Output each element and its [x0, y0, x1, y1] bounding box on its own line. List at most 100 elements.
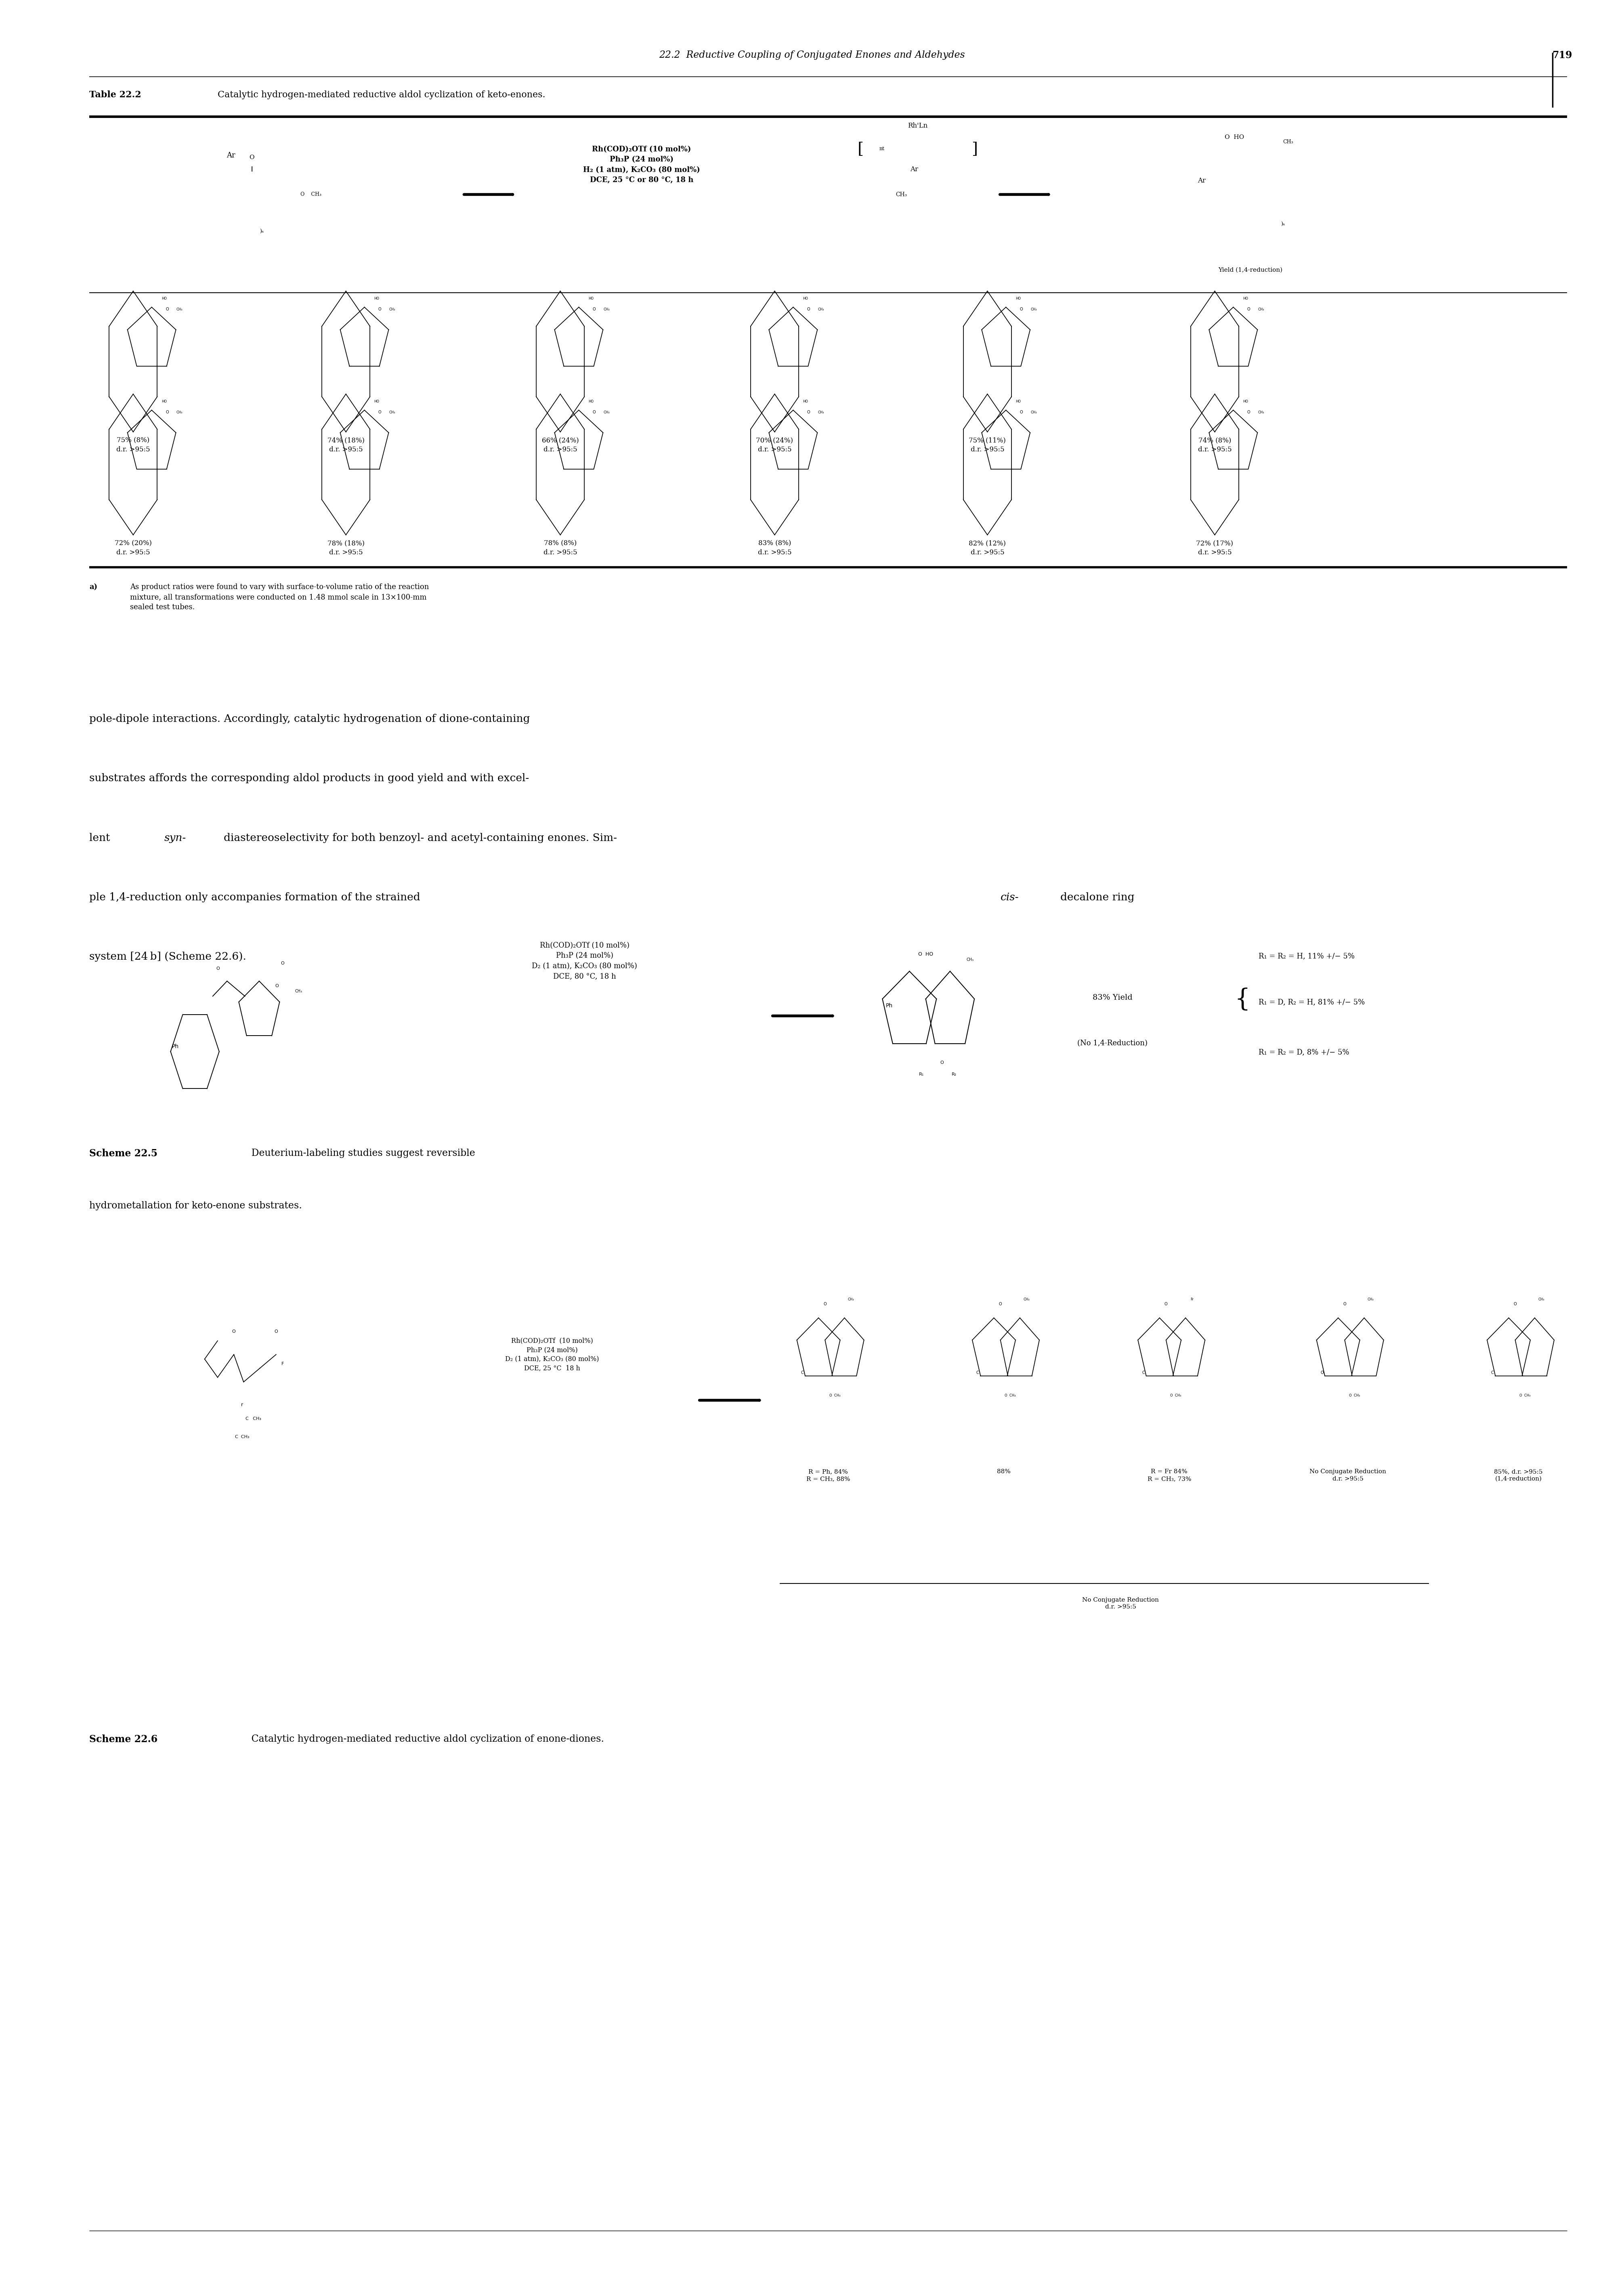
- Text: C: C: [1142, 1371, 1145, 1375]
- Text: O: O: [823, 1302, 827, 1306]
- Text: CH₃: CH₃: [818, 410, 823, 414]
- Text: O: O: [1343, 1302, 1346, 1306]
- Text: Scheme 22.5: Scheme 22.5: [89, 1149, 158, 1158]
- Text: C: C: [976, 1371, 979, 1375]
- Text: O: O: [807, 307, 810, 311]
- Text: CH₃: CH₃: [896, 192, 906, 197]
- Text: O  CH₃: O CH₃: [830, 1393, 840, 1398]
- Text: Yield (1,4-reduction): Yield (1,4-reduction): [1218, 268, 1283, 272]
- Text: CH₃: CH₃: [604, 307, 609, 311]
- Text: 70% (24%)
d.r. >95:5: 70% (24%) d.r. >95:5: [757, 437, 793, 453]
- Text: 78% (8%)
d.r. >95:5: 78% (8%) d.r. >95:5: [544, 540, 577, 556]
- Text: O: O: [1247, 307, 1250, 311]
- Text: CH₃: CH₃: [390, 410, 395, 414]
- Text: pole-dipole interactions. Accordingly, catalytic hydrogenation of dione-containi: pole-dipole interactions. Accordingly, c…: [89, 714, 529, 723]
- Text: ple 1,4-reduction only accompanies formation of the strained: ple 1,4-reduction only accompanies forma…: [89, 892, 424, 901]
- Text: CH₃: CH₃: [1367, 1297, 1374, 1302]
- Text: CH₃: CH₃: [1283, 140, 1293, 144]
- Text: CH₃: CH₃: [1023, 1297, 1030, 1302]
- Text: O: O: [593, 307, 596, 311]
- Text: Table 22.2: Table 22.2: [89, 89, 141, 98]
- Text: HO: HO: [374, 297, 380, 300]
- Text: HO: HO: [1242, 400, 1249, 403]
- Text: Rh(COD)₂OTf (10 mol%)
Ph₃P (24 mol%)
D₂ (1 atm), K₂CO₃ (80 mol%)
DCE, 80 °C, 18 : Rh(COD)₂OTf (10 mol%) Ph₃P (24 mol%) D₂ …: [533, 943, 637, 979]
- Text: 72% (20%)
d.r. >95:5: 72% (20%) d.r. >95:5: [115, 540, 151, 556]
- Text: O  CH₃: O CH₃: [1350, 1393, 1359, 1398]
- Text: Deuterium-labeling studies suggest reversible: Deuterium-labeling studies suggest rever…: [248, 1149, 476, 1158]
- Text: hydrometallation for keto-enone substrates.: hydrometallation for keto-enone substrat…: [89, 1201, 302, 1210]
- Text: C: C: [1491, 1371, 1494, 1375]
- Text: HO: HO: [1242, 297, 1249, 300]
- Text: CH₃: CH₃: [390, 307, 395, 311]
- Text: ‖: ‖: [250, 167, 253, 172]
- Text: decalone ring: decalone ring: [1060, 892, 1135, 901]
- Text: No Conjugate Reduction
d.r. >95:5: No Conjugate Reduction d.r. >95:5: [1082, 1597, 1160, 1611]
- Text: HO: HO: [802, 400, 809, 403]
- Text: CH₃: CH₃: [1031, 307, 1036, 311]
- Text: O  CH₃: O CH₃: [1005, 1393, 1015, 1398]
- Text: 719: 719: [1553, 50, 1572, 59]
- Text: O: O: [593, 410, 596, 414]
- Text: CH₃: CH₃: [177, 410, 182, 414]
- Text: R = Ph, 84%
R = CH₃, 88%: R = Ph, 84% R = CH₃, 88%: [807, 1469, 849, 1483]
- Text: O: O: [1514, 1302, 1517, 1306]
- Text: 75% (11%)
d.r. >95:5: 75% (11%) d.r. >95:5: [970, 437, 1005, 453]
- Text: CH₃: CH₃: [604, 410, 609, 414]
- Text: 82% (12%)
d.r. >95:5: 82% (12%) d.r. >95:5: [970, 540, 1005, 556]
- Text: CH₃: CH₃: [177, 307, 182, 311]
- Text: As product ratios were found to vary with surface-to-volume ratio of the reactio: As product ratios were found to vary wit…: [130, 583, 429, 611]
- Text: system [24 b] (Scheme 22.6).: system [24 b] (Scheme 22.6).: [89, 952, 247, 961]
- Text: Ph: Ph: [885, 1002, 893, 1009]
- Text: HO: HO: [588, 400, 594, 403]
- Text: Fr: Fr: [1190, 1297, 1194, 1302]
- Text: O: O: [940, 1062, 944, 1064]
- Text: O: O: [232, 1329, 235, 1334]
- Text: Rh(COD)₂OTf (10 mol%)
Ph₃P (24 mol%)
H₂ (1 atm), K₂CO₃ (80 mol%)
DCE, 25 °C or 8: Rh(COD)₂OTf (10 mol%) Ph₃P (24 mol%) H₂ …: [583, 146, 700, 183]
- Text: Ar: Ar: [227, 151, 235, 160]
- Text: O: O: [166, 307, 169, 311]
- Text: CH₃: CH₃: [296, 988, 302, 993]
- Text: CH₃: CH₃: [848, 1297, 854, 1302]
- Text: C  CH₃: C CH₃: [235, 1435, 248, 1439]
- Text: 75% (8%)
d.r. >95:5: 75% (8%) d.r. >95:5: [117, 437, 149, 453]
- Text: lent: lent: [89, 833, 114, 842]
- Text: HO: HO: [161, 400, 167, 403]
- Text: O  HO: O HO: [918, 952, 934, 956]
- Text: O: O: [281, 961, 284, 966]
- Text: 85%, d.r. >95:5
(1,4-reduction): 85%, d.r. >95:5 (1,4-reduction): [1494, 1469, 1543, 1483]
- Text: HO: HO: [161, 297, 167, 300]
- Text: 78% (18%)
d.r. >95:5: 78% (18%) d.r. >95:5: [328, 540, 364, 556]
- Text: O: O: [1164, 1302, 1168, 1306]
- Text: HO: HO: [1015, 400, 1021, 403]
- Text: HO: HO: [374, 400, 380, 403]
- Text: )ₙ: )ₙ: [260, 229, 265, 233]
- Text: O: O: [999, 1302, 1002, 1306]
- Text: F: F: [281, 1361, 284, 1366]
- Text: O: O: [274, 1329, 278, 1334]
- Text: cis-: cis-: [1000, 892, 1020, 901]
- Text: O    CH₃: O CH₃: [300, 192, 322, 197]
- Text: 66% (24%)
d.r. >95:5: 66% (24%) d.r. >95:5: [542, 437, 578, 453]
- Text: r: r: [240, 1403, 244, 1407]
- Text: 22.2  Reductive Coupling of Conjugated Enones and Aldehydes: 22.2 Reductive Coupling of Conjugated En…: [659, 50, 965, 59]
- Text: R₁ = D, R₂ = H, 81% +/− 5%: R₁ = D, R₂ = H, 81% +/− 5%: [1259, 998, 1364, 1007]
- Text: HO: HO: [588, 297, 594, 300]
- Text: CH₃: CH₃: [818, 307, 823, 311]
- Text: O: O: [378, 307, 382, 311]
- Text: syn-: syn-: [164, 833, 185, 842]
- Text: O: O: [276, 984, 279, 988]
- Text: 83% (8%)
d.r. >95:5: 83% (8%) d.r. >95:5: [758, 540, 791, 556]
- Text: C   CH₃: C CH₃: [245, 1416, 261, 1421]
- Text: R₁ = R₂ = H, 11% +/− 5%: R₁ = R₂ = H, 11% +/− 5%: [1259, 952, 1354, 961]
- Text: R = Fr 84%
R = CH₃, 73%: R = Fr 84% R = CH₃, 73%: [1148, 1469, 1190, 1483]
- Text: nt: nt: [879, 146, 885, 151]
- Text: O: O: [1320, 1371, 1324, 1375]
- Text: diastereoselectivity for both benzoyl- and acetyl-containing enones. Sim-: diastereoselectivity for both benzoyl- a…: [224, 833, 617, 842]
- Text: ]: ]: [971, 142, 978, 156]
- Text: O: O: [1020, 410, 1023, 414]
- Text: O  HO: O HO: [1224, 135, 1244, 140]
- Text: 88%: 88%: [997, 1469, 1010, 1473]
- Text: O: O: [1020, 307, 1023, 311]
- Text: CH₃: CH₃: [1259, 307, 1263, 311]
- Text: substrates affords the corresponding aldol products in good yield and with excel: substrates affords the corresponding ald…: [89, 773, 529, 782]
